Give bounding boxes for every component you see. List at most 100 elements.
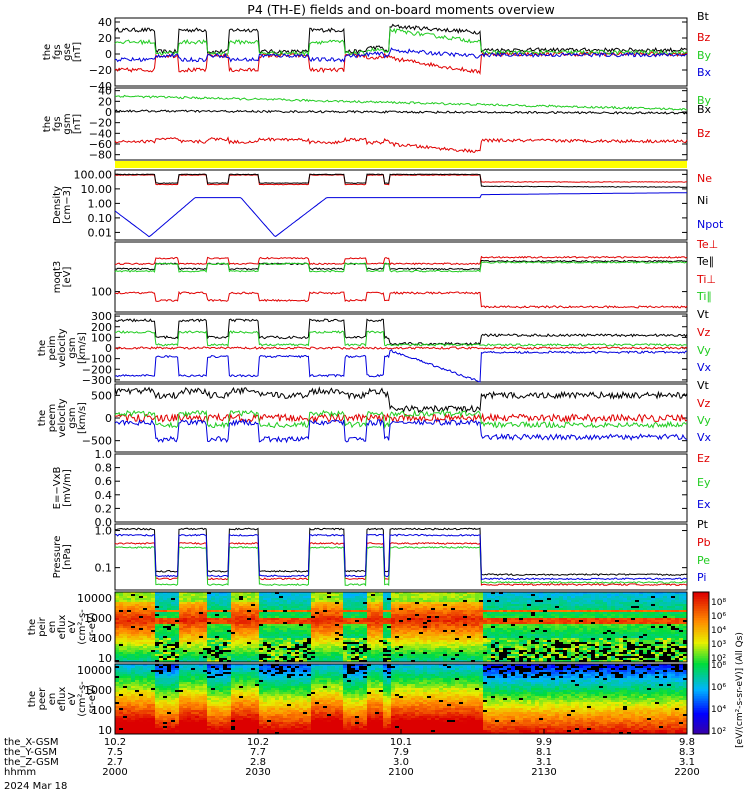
colorbar: 10⁸10⁶10⁴10³10²10⁸10⁶10⁴10²[eV/(cm²-s-sr… xyxy=(693,592,745,748)
legend-label: Vz xyxy=(697,397,711,410)
legend-label: Ti∥ xyxy=(696,290,712,303)
x-tick-label: 2100 xyxy=(388,767,413,778)
panel-density: 100.0010.001.000.100.01Density[cm−3]NeNi… xyxy=(52,168,724,240)
y-tick-label: 0 xyxy=(105,412,112,425)
y-tick-label: 1.0 xyxy=(95,448,113,461)
y-tick-label: 10000 xyxy=(77,592,112,605)
y-tick-label: 0.10 xyxy=(88,212,113,225)
legend-label: Ex xyxy=(697,498,711,511)
legend-label: Ti⊥ xyxy=(696,273,716,286)
y-axis-label: sr-eV) xyxy=(87,612,98,641)
y-tick-label: 1.0 xyxy=(95,525,113,538)
colorbar-tick: 10³ xyxy=(711,640,726,650)
series-line-Vt xyxy=(115,388,687,412)
series-line-By xyxy=(115,95,687,110)
colorbar-tick: 10⁶ xyxy=(711,683,726,693)
series-line-Te⊥ xyxy=(115,257,687,265)
series-line-Bz xyxy=(115,52,687,73)
legend-label: Vt xyxy=(697,379,710,392)
y-axis-label: [km/s] xyxy=(77,402,88,434)
x-tick-label: 2200 xyxy=(674,767,699,778)
x-tick-label: 2130 xyxy=(531,767,556,778)
y-tick-label: 100.00 xyxy=(74,168,113,181)
legend-label: Ni xyxy=(697,194,708,207)
series-line-Pe xyxy=(115,547,687,586)
legend-label: Te⊥ xyxy=(696,238,718,251)
y-tick-label: −300 xyxy=(82,374,112,387)
colorbar-tick: 10⁸ xyxy=(711,661,726,671)
heatmap-cells xyxy=(115,592,687,662)
series-line-Bz xyxy=(115,138,687,153)
y-tick-label: 0.1 xyxy=(95,562,113,575)
y-axis-label: [nT] xyxy=(72,42,83,62)
colorbar-tick: 10⁴ xyxy=(711,626,726,636)
y-tick-label: 1.00 xyxy=(88,197,113,210)
y-tick-label: 10000 xyxy=(77,664,112,677)
y-tick-label: 100 xyxy=(91,286,112,299)
legend-label: Bx xyxy=(697,66,712,79)
legend-label: Bt xyxy=(697,10,710,23)
legend-label: Vt xyxy=(697,308,710,321)
plot-title: P4 (TH-E) fields and on-board moments ov… xyxy=(247,2,554,17)
legend-label: Vz xyxy=(697,326,711,339)
date-label: 2024 Mar 18 xyxy=(4,781,67,792)
legend-label: Pi xyxy=(697,571,706,584)
y-tick-label: −80 xyxy=(89,149,112,162)
legend-label: Vx xyxy=(697,361,712,374)
legend-label: Pb xyxy=(697,536,711,549)
y-axis-label: [mV/m] xyxy=(62,469,73,507)
colorbar-tick: 10² xyxy=(711,727,726,737)
legend-label: Ey xyxy=(697,476,711,489)
legend-label: Bz xyxy=(697,127,711,140)
series-line-Ne xyxy=(115,175,687,185)
y-tick-label: 0 xyxy=(105,48,112,61)
y-axis-label: [nPa] xyxy=(62,544,73,570)
y-tick-label: 0.6 xyxy=(95,475,113,488)
colorbar-tick: 10⁴ xyxy=(711,705,726,715)
y-tick-label: 0.4 xyxy=(95,489,113,502)
panel-frame xyxy=(115,242,687,312)
colorbar-tick: 10⁸ xyxy=(711,598,726,608)
legend-label: Vx xyxy=(697,431,712,444)
series-line-Bx xyxy=(115,110,687,114)
y-tick-label: 20 xyxy=(98,32,112,45)
legend-label: By xyxy=(697,49,712,62)
legend-label: Bz xyxy=(697,31,711,44)
legend-label: Ez xyxy=(697,452,710,465)
y-axis-label: [km/s] xyxy=(77,332,88,364)
legend-label: Te∥ xyxy=(696,255,714,268)
series-line-Vz xyxy=(115,347,687,349)
flag-bar xyxy=(115,161,687,168)
colorbar-tick: 10⁶ xyxy=(711,612,726,622)
x-tick-label: 2030 xyxy=(245,767,270,778)
y-tick-label: 0.8 xyxy=(95,462,113,475)
y-tick-label: −20 xyxy=(89,64,112,77)
heatmap-cells xyxy=(115,664,687,734)
colorbar-label: [eV/(cm²-s-sr-eV)] (All Qs) xyxy=(735,632,745,748)
legend-label: Bx xyxy=(697,103,712,116)
series-line-Pi xyxy=(115,534,687,579)
series-line-Bt xyxy=(115,25,687,54)
y-tick-label: 10.00 xyxy=(81,183,113,196)
legend-label: Vy xyxy=(697,414,711,427)
y-axis-label: [cm−3] xyxy=(62,186,73,224)
panel-frame xyxy=(115,454,687,522)
legend-label: Pe xyxy=(697,554,710,567)
series-line-Ti⊥ xyxy=(115,292,687,308)
y-axis-label: sr-eV) xyxy=(87,684,98,713)
y-tick-label: −500 xyxy=(82,435,112,448)
x-tick-label: 2000 xyxy=(102,767,127,778)
series-line-Vx xyxy=(115,420,687,442)
panel-frame xyxy=(115,524,687,590)
series-line-Ni xyxy=(115,174,687,187)
